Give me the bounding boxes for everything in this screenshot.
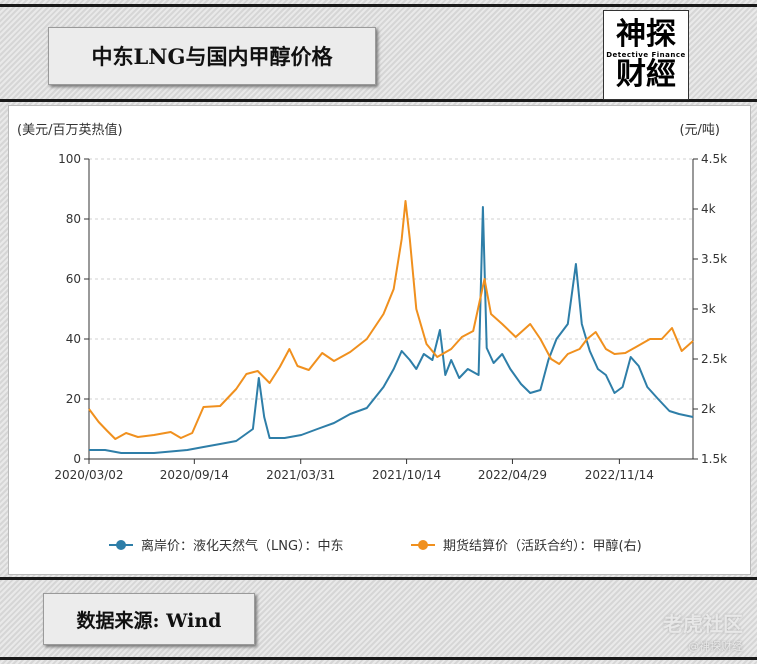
y-right-tick-label: 4k <box>701 202 716 216</box>
top-border <box>0 4 757 7</box>
y-left-tick-label: 40 <box>66 332 81 346</box>
panel-top-border <box>0 99 757 102</box>
watermark-sub: @神探财经 <box>688 640 743 653</box>
logo-line2: 财經 <box>616 57 676 92</box>
y-left-tick-label: 100 <box>58 152 81 166</box>
legend-swatch-marker <box>418 540 428 550</box>
y-right-tick-label: 4.5k <box>701 152 727 166</box>
watermark-main: 老虎社区 <box>663 612 743 636</box>
y-right-tick-label: 3.5k <box>701 252 727 266</box>
brand-logo: 神探 Detective Finance 财經 <box>603 10 689 100</box>
y-left-unit: (美元/百万英热值) <box>17 122 123 138</box>
y-left-tick-label: 80 <box>66 212 81 226</box>
x-tick-label: 2022/11/14 <box>585 468 654 482</box>
title-box: 中东LNG与国内甲醇价格 <box>48 27 376 85</box>
panel-bottom-border <box>0 577 757 580</box>
y-right-tick-label: 3k <box>701 302 716 316</box>
x-tick-label: 2020/09/14 <box>160 468 229 482</box>
x-tick-label: 2022/04/29 <box>478 468 547 482</box>
logo-line1: 神探 <box>616 17 676 52</box>
y-right-tick-label: 2.5k <box>701 352 727 366</box>
series-line-1 <box>89 206 694 454</box>
bottom-border <box>0 657 757 660</box>
x-tick-label: 2021/10/14 <box>372 468 441 482</box>
page-title: 中东LNG与国内甲醇价格 <box>91 44 333 69</box>
x-tick-label: 2020/03/02 <box>54 468 123 482</box>
series-line-2 <box>88 200 694 440</box>
legend-label: 离岸价：液化天然气（LNG）：中东 <box>141 538 344 554</box>
y-right-unit: (元/吨) <box>679 123 720 138</box>
y-left-tick-label: 60 <box>66 272 81 286</box>
chart-panel: 0 20 40 60 80 100 1.5k 2k 2.5k 3k 3.5k 4k 4.5k 2020/0… <box>8 105 751 575</box>
logo-small: Detective Finance <box>606 51 686 59</box>
line-chart: 0 20 40 60 80 100 1.5k 2k 2.5k 3k 3.5k 4k 4.5k 2020/0… <box>17 122 727 554</box>
source-box: 数据来源: Wind <box>43 593 255 645</box>
y-left-tick-label: 20 <box>66 392 81 406</box>
axes: 0 20 40 60 80 100 1.5k 2k 2.5k 3k 3.5k 4k 4.5k 2020/0… <box>17 122 727 482</box>
y-right-tick-label: 1.5k <box>701 452 727 466</box>
legend-label: 期货结算价（活跃合约）：甲醇(右) <box>443 538 642 554</box>
y-left-tick-label: 0 <box>73 452 81 466</box>
legend: 离岸价：液化天然气（LNG）：中东 期货结算价（活跃合约）：甲醇(右) <box>109 538 642 554</box>
x-tick-label: 2021/03/31 <box>266 468 335 482</box>
y-right-tick-label: 2k <box>701 402 716 416</box>
series-layer <box>88 200 694 454</box>
source-label: 数据来源: Wind <box>76 609 222 632</box>
grid-lines <box>89 158 693 400</box>
legend-swatch-marker <box>116 540 126 550</box>
